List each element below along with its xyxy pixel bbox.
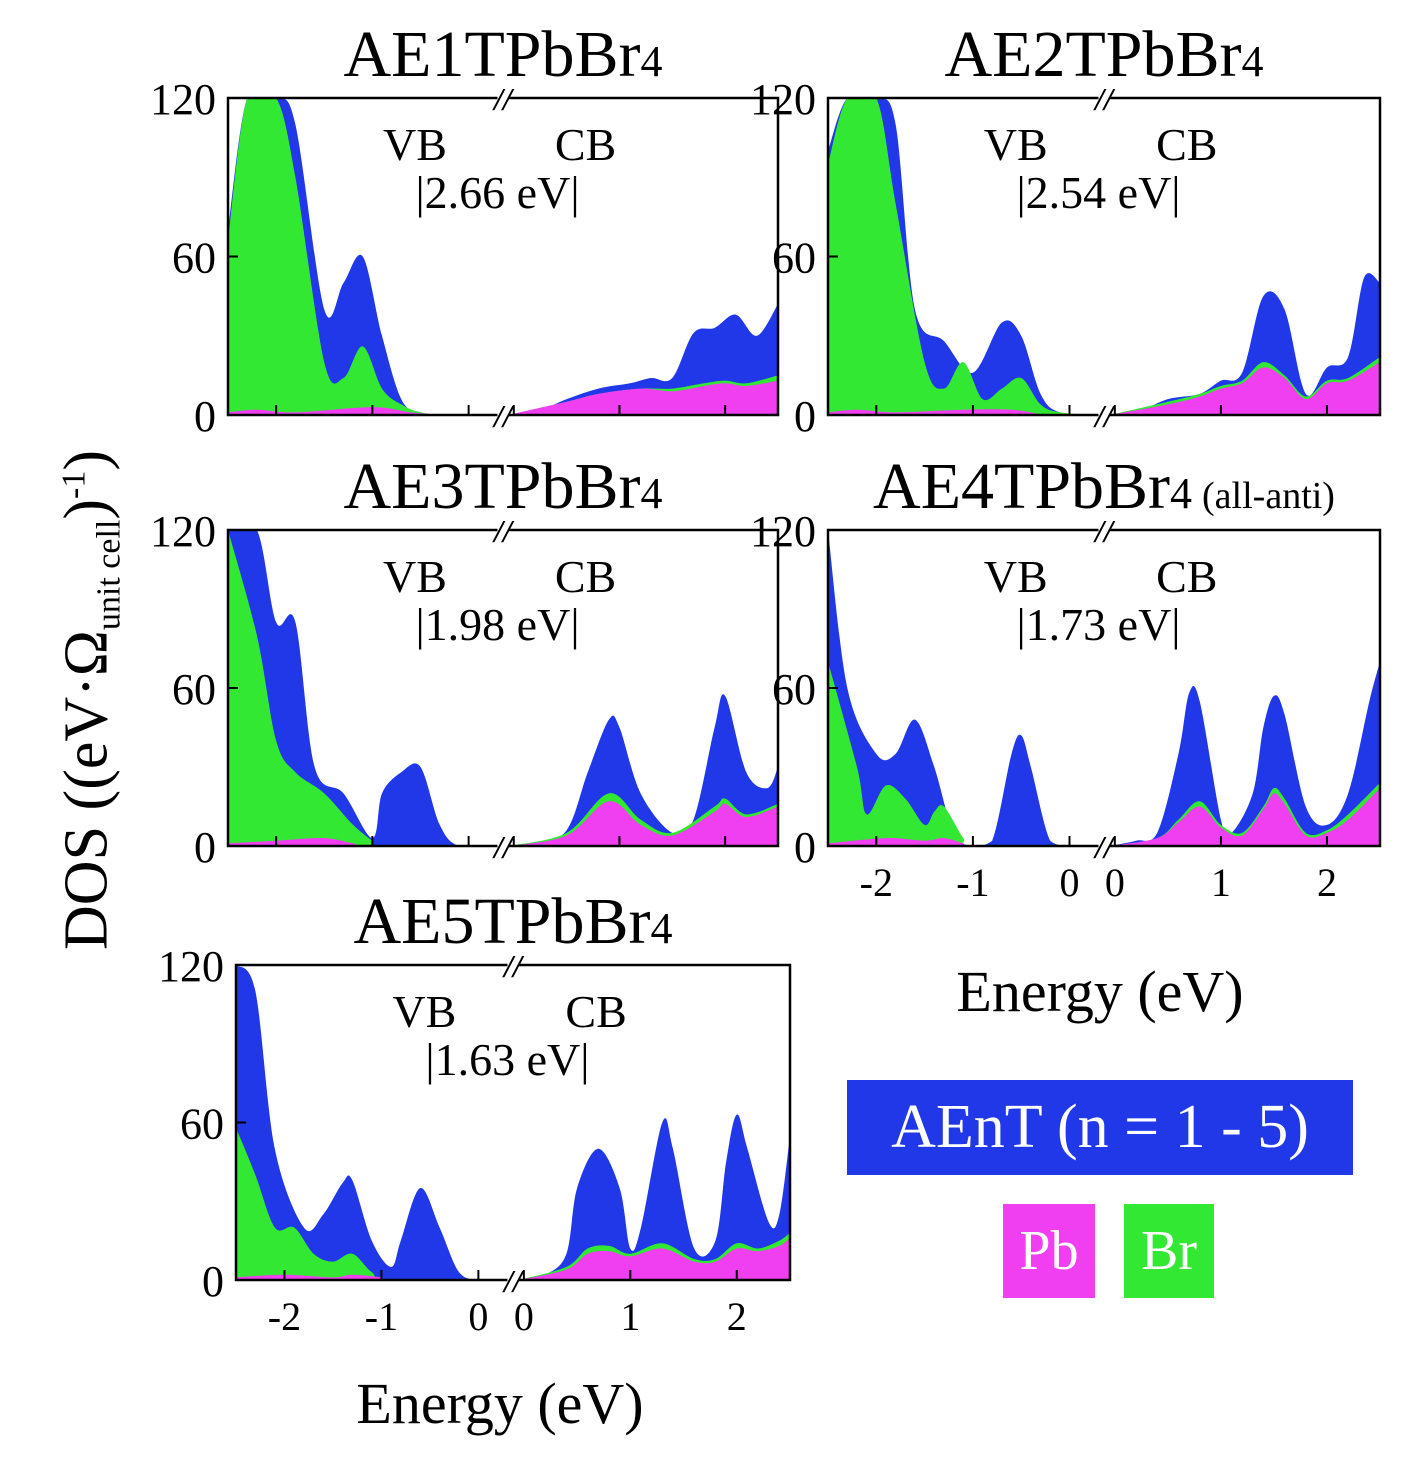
axis-break: // — [492, 81, 515, 117]
x-tick-label: 0 — [514, 1294, 534, 1339]
series-aent-cb — [518, 1114, 790, 1280]
vb-label: VB — [984, 119, 1048, 170]
vb-label: VB — [392, 986, 456, 1037]
legend-br: Br — [1124, 1204, 1214, 1298]
y-tick-label: 120 — [750, 75, 816, 124]
axis-break: // — [1093, 829, 1116, 865]
series-pb-cb — [518, 1238, 790, 1280]
cb-label: CB — [1156, 551, 1217, 602]
chart-panel-1: // // 120 60 0 AE1TPbBr4 VB CB|2.66 eV| — [150, 18, 780, 441]
series-aent-cb — [1109, 661, 1380, 846]
axis-break: // — [492, 829, 515, 865]
chart-title: AE5TPbBr4 — [354, 885, 673, 958]
y-tick-label: 0 — [194, 392, 216, 441]
axis-break: // — [502, 1263, 525, 1299]
y-tick-label: 120 — [158, 942, 224, 991]
series-pb-cb — [1109, 362, 1380, 415]
cb-label: CB — [555, 119, 616, 170]
chart-title: AE1TPbBr4 — [344, 18, 663, 91]
title-subscript: 4 — [651, 904, 673, 953]
vb-label: VB — [984, 551, 1048, 602]
y-tick-label: 0 — [202, 1257, 224, 1306]
chart-panel-3: // // 120 60 0 AE3TPbBr4 VB CB|1.98 eV| — [150, 450, 780, 872]
title-main: AE3TPbBr — [344, 450, 641, 523]
cb-label: CB — [555, 551, 616, 602]
series-pb-cb — [1109, 788, 1380, 846]
x-tick-label: -2 — [860, 860, 893, 905]
x-tick-label: 0 — [1105, 860, 1125, 905]
title-subscript: 4 — [1170, 469, 1192, 518]
series-pb-cb — [508, 801, 778, 846]
title-subscript: 4 — [1242, 37, 1264, 86]
series-br-vb — [228, 98, 498, 415]
axis-break: // — [1093, 398, 1116, 434]
y-tick-label: 60 — [180, 1100, 224, 1149]
y-tick-label: 120 — [750, 507, 816, 556]
chart-title: AE3TPbBr4 — [344, 450, 663, 523]
y-tick-label: 120 — [150, 507, 216, 556]
x-tick-label: 0 — [1060, 860, 1080, 905]
cb-label: CB — [565, 986, 626, 1037]
series-br-vb — [828, 98, 1099, 415]
band-gap-label: |2.66 eV| — [415, 167, 579, 218]
title-subscript: 4 — [641, 469, 663, 518]
x-tick-label: 0 — [468, 1294, 488, 1339]
cb-label: CB — [1156, 119, 1217, 170]
band-gap-label: |1.73 eV| — [1016, 599, 1180, 650]
series-pb-cb — [508, 380, 778, 415]
y-tick-label: 0 — [794, 392, 816, 441]
series-aent-vb — [228, 530, 498, 846]
x-tick-label: -1 — [956, 860, 989, 905]
vb-label: VB — [383, 551, 447, 602]
series-br-vb — [228, 530, 498, 846]
series-pb-vb — [236, 1274, 508, 1280]
x-tick-label: 1 — [620, 1294, 640, 1339]
series-aent-cb — [508, 694, 778, 846]
y-tick-label: 60 — [772, 665, 816, 714]
axis-break: // — [1093, 81, 1116, 117]
chart-title: AE4TPbBr4 (all-anti) — [873, 450, 1335, 523]
x-tick-label: -1 — [365, 1294, 398, 1339]
axis-break: // — [1093, 513, 1116, 549]
y-tick-label: 60 — [172, 665, 216, 714]
band-gap-label: |2.54 eV| — [1016, 167, 1180, 218]
legend-pb: Pb — [1003, 1204, 1095, 1298]
band-gap-label: |1.63 eV| — [425, 1034, 589, 1085]
chart-panel-2: // // 120 60 0 AE2TPbBr4 VB CB|2.54 eV| — [750, 18, 1382, 441]
y-tick-label: 120 — [150, 75, 216, 124]
x-tick-label: -2 — [268, 1294, 301, 1339]
chart-title: AE2TPbBr4 — [945, 18, 1264, 91]
series-pb-vb — [828, 409, 1099, 415]
series-pb-vb — [828, 838, 1099, 846]
x-tick-label: 1 — [1211, 860, 1231, 905]
axis-break: // — [492, 513, 515, 549]
axis-break: // — [492, 398, 515, 434]
title-main: AE1TPbBr — [344, 18, 641, 91]
y-tick-label: 0 — [794, 823, 816, 872]
vb-label: VB — [383, 119, 447, 170]
legend-aent: AEnT (n = 1 - 5) — [847, 1080, 1353, 1175]
title-main: AE5TPbBr — [354, 885, 651, 958]
y-tick-label: 60 — [172, 234, 216, 283]
series-br-vb — [236, 1127, 508, 1280]
x-tick-label: 2 — [1317, 860, 1337, 905]
series-pb-vb — [228, 838, 498, 846]
band-gap-label: |1.98 eV| — [415, 599, 579, 650]
series-aent-vb — [828, 530, 1099, 846]
title-subscript: 4 — [641, 37, 663, 86]
title-main: AE2TPbBr — [945, 18, 1242, 91]
x-axis-label-bottom: Energy (eV) — [356, 1371, 644, 1436]
series-pb-vb — [228, 407, 498, 415]
series-br-vb — [828, 661, 1099, 846]
axis-break: // — [502, 948, 525, 984]
y-tick-label: 60 — [772, 234, 816, 283]
y-tick-label: 0 — [194, 823, 216, 872]
title-main: AE4TPbBr — [873, 450, 1170, 523]
title-suffix: (all-anti) — [1202, 475, 1335, 517]
x-tick-label: 2 — [727, 1294, 747, 1339]
x-axis-label-right: Energy (eV) — [956, 959, 1244, 1024]
